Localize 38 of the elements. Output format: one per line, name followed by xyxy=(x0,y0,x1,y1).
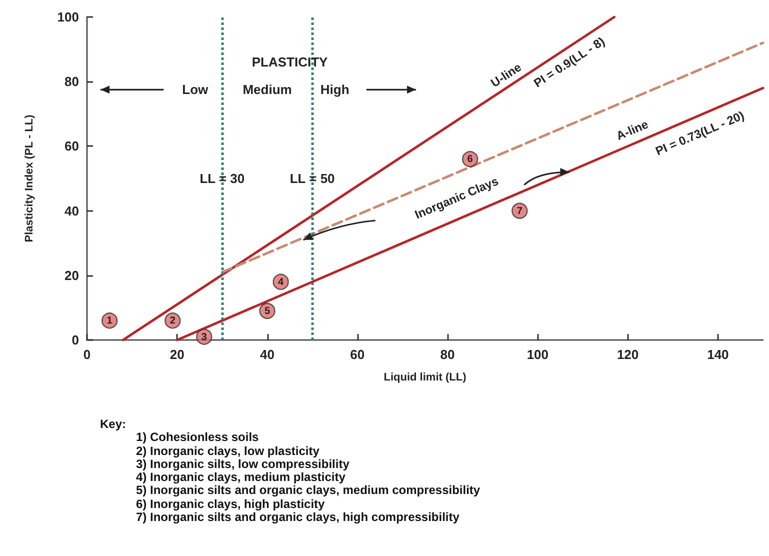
annotation: 1 xyxy=(106,316,113,327)
annotation: Low xyxy=(182,82,210,98)
y-tick-label: 80 xyxy=(64,74,79,90)
x-tick-label: 120 xyxy=(616,347,639,362)
text: 2) Inorganic clays, low plasticity xyxy=(135,444,320,458)
annotation: A-line xyxy=(614,116,651,144)
y-axis-title: Plasticity Index (PL - LL) xyxy=(24,114,36,242)
y-tick-label: 60 xyxy=(64,138,79,154)
annotation: 4 xyxy=(278,276,284,288)
text: 1) Cohesionless soils xyxy=(135,430,260,445)
text: Key: xyxy=(100,417,128,432)
annotation: High xyxy=(320,82,350,98)
annotation: PLASTICITY xyxy=(252,54,328,70)
x-tick-label: 80 xyxy=(440,347,455,362)
x-tick-label: 20 xyxy=(170,347,184,362)
annotation: 3 xyxy=(201,332,208,343)
y-tick-label: 100 xyxy=(57,10,79,24)
text: 4) Inorganic clays, medium plasticity xyxy=(135,470,346,484)
x-tick-label: 40 xyxy=(260,347,274,362)
y-tick-label: 20 xyxy=(64,268,79,283)
y-tick-label: 40 xyxy=(64,203,79,218)
ref-line-label: LL = 30 xyxy=(200,171,245,186)
x-tick-label: 100 xyxy=(526,347,549,362)
x-axis-title: Liquid limit (LL) xyxy=(384,372,467,384)
x-tick-label: 140 xyxy=(707,347,729,362)
annotation: 2 xyxy=(170,316,176,327)
annotation: Medium xyxy=(242,82,292,98)
y-tick-label: 0 xyxy=(72,332,79,348)
annotation: 5 xyxy=(264,306,270,317)
text: 7) Inorganic silts and organic clays, high compressibility xyxy=(135,510,460,524)
text: 5) Inorganic silts and organic clays, medium compressibility xyxy=(135,483,480,498)
x-tick-label: 0 xyxy=(83,347,91,362)
ref-line-label: LL = 50 xyxy=(290,171,335,186)
text: 3) Inorganic silts, low compressibility xyxy=(135,456,350,472)
x-tick-label: 60 xyxy=(350,347,365,362)
annotation: 6 xyxy=(467,154,474,166)
annotation: 7 xyxy=(516,206,523,217)
text: 6) Inorganic clays, high plasticity xyxy=(135,496,326,512)
